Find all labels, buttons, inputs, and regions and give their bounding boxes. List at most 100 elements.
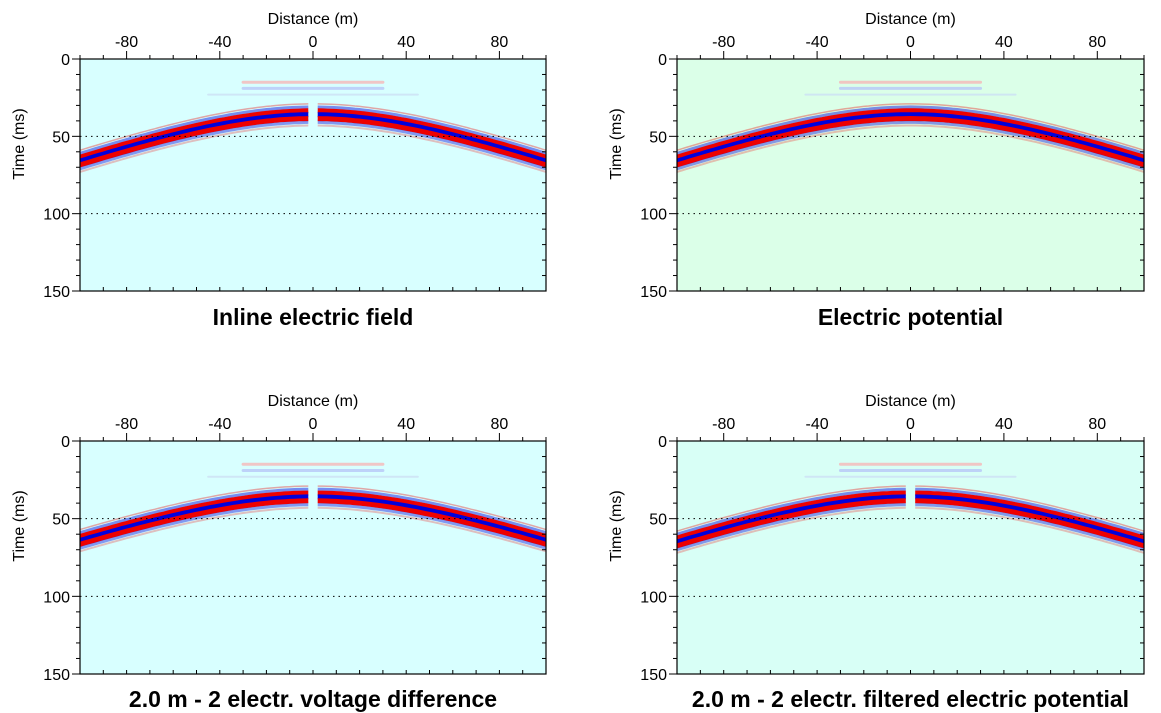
x-tick-label: 80 — [491, 34, 509, 51]
wavelet-band-left-2 — [80, 487, 309, 535]
wavelet-band-right-6 — [317, 503, 546, 550]
wavelet-band-left-6 — [80, 120, 309, 171]
plot-area — [80, 80, 546, 173]
wavelet-band-right-7 — [317, 506, 546, 553]
y-tick-label: 150 — [43, 284, 70, 301]
x-tick-label: 40 — [397, 416, 415, 433]
x-tick-label: -80 — [712, 416, 735, 433]
wavelet-band-left-2 — [80, 105, 309, 155]
y-tick-label: 100 — [43, 207, 70, 224]
x-tick-label: 40 — [995, 416, 1013, 433]
wavelet-band-right-4 — [317, 112, 546, 164]
plot-background — [80, 59, 546, 291]
wavelet-band-4 — [677, 112, 1144, 164]
x-tick-label: -40 — [806, 34, 829, 51]
plot-area — [677, 80, 1144, 173]
y-tick-label: 100 — [640, 207, 667, 224]
panel-2: -80 -40 0 40 80 0 50 100 150 Distance (m) Time (ms… — [608, 11, 1145, 330]
plot-area — [80, 462, 546, 553]
y-tick-label: 150 — [43, 667, 70, 684]
wavelet-band-1 — [677, 103, 1144, 152]
wavelet-band-right-7 — [317, 124, 546, 173]
panel-4: -80 -40 0 40 80 0 50 100 150 Distance (m) Time (ms… — [608, 393, 1145, 712]
wavelet-band-left-1 — [677, 485, 906, 532]
wavelet-band-left-4 — [677, 494, 906, 545]
x-tick-label: 40 — [995, 34, 1013, 51]
wavelet-band-right-2 — [915, 487, 1144, 536]
y-tick-label: 150 — [640, 667, 667, 684]
wavelet-band-left-1 — [80, 485, 309, 531]
plot-background — [677, 441, 1144, 674]
y-tick-label: 0 — [61, 434, 70, 451]
x-tick-label: -80 — [115, 416, 138, 433]
x-tick-label: -40 — [208, 34, 231, 51]
wavelet-band-right-1 — [915, 485, 1144, 532]
plot-background — [80, 441, 546, 674]
wavelet-band-right-3 — [915, 490, 1144, 541]
y-tick-label: 0 — [658, 434, 667, 451]
wavelet-band-left-4 — [80, 494, 309, 543]
wavelet-band-left-5 — [80, 116, 309, 168]
wavelet-band-right-1 — [317, 103, 546, 152]
wavelet-band-right-1 — [317, 485, 546, 531]
y-tick-label: 150 — [640, 284, 667, 301]
wavelet-band-right-5 — [317, 498, 546, 547]
wavelet-band-left-5 — [677, 498, 906, 549]
wavelet-band-left-3 — [677, 490, 906, 541]
x-tick-label: 80 — [1088, 34, 1106, 51]
y-tick-label: 100 — [43, 589, 70, 606]
wavelet-band-left-2 — [677, 487, 906, 536]
wavelet-band-right-3 — [317, 108, 546, 160]
wavelet-band-right-6 — [915, 503, 1144, 552]
x-tick-label: 80 — [1088, 416, 1106, 433]
panel-1: -80 -40 0 40 80 0 50 100 150 Distance (m) Time (ms… — [11, 11, 547, 330]
wavelet-band-left-7 — [677, 506, 906, 554]
x-axis-label: Distance (m) — [268, 393, 359, 410]
panel-title: 2.0 m - 2 electr. voltage difference — [129, 686, 497, 712]
wavelet-band-right-4 — [317, 494, 546, 543]
wavelet-band-left-6 — [80, 503, 309, 550]
y-tick-label: 50 — [52, 512, 70, 529]
wavelet-band-left-4 — [80, 112, 309, 164]
x-tick-label: 0 — [906, 34, 915, 51]
x-tick-label: -80 — [115, 34, 138, 51]
x-tick-label: -80 — [712, 34, 735, 51]
wavelet-band-right-6 — [317, 120, 546, 171]
panel-title: Electric potential — [818, 304, 1003, 330]
panel-title: 2.0 m - 2 electr. filtered electric pote… — [692, 686, 1129, 712]
x-tick-label: 0 — [309, 416, 318, 433]
x-tick-label: 0 — [309, 34, 318, 51]
y-tick-label: 0 — [658, 52, 667, 69]
y-axis-label: Time (ms) — [11, 490, 28, 561]
y-axis-label: Time (ms) — [608, 490, 625, 561]
wavelet-band-3 — [677, 108, 1144, 160]
wavelet-band-right-5 — [317, 116, 546, 168]
y-tick-label: 100 — [640, 589, 667, 606]
x-tick-label: 0 — [906, 416, 915, 433]
wavelet-band-left-1 — [80, 103, 309, 152]
x-tick-label: -40 — [806, 416, 829, 433]
x-axis-label: Distance (m) — [865, 11, 956, 28]
wavelet-band-left-7 — [80, 124, 309, 173]
wavelet-band-2 — [677, 105, 1144, 155]
wavelet-band-6 — [677, 120, 1144, 171]
y-tick-label: 50 — [649, 129, 667, 146]
wavelet-band-left-3 — [80, 108, 309, 160]
plot-background — [677, 59, 1144, 291]
y-axis-label: Time (ms) — [608, 108, 625, 179]
x-tick-label: 40 — [397, 34, 415, 51]
panel-3: -80 -40 0 40 80 0 50 100 150 Distance (m) Time (ms… — [11, 393, 547, 712]
wavelet-band-right-3 — [317, 490, 546, 539]
x-tick-label: 80 — [491, 416, 509, 433]
wavelet-band-left-6 — [677, 503, 906, 552]
wavelet-band-left-7 — [80, 506, 309, 553]
x-tick-label: -40 — [208, 416, 231, 433]
x-axis-label: Distance (m) — [268, 11, 359, 28]
wavelet-band-right-2 — [317, 487, 546, 535]
wavelet-band-right-7 — [915, 506, 1144, 554]
y-tick-label: 0 — [61, 52, 70, 69]
panel-title: Inline electric field — [213, 304, 414, 330]
y-tick-label: 50 — [52, 129, 70, 146]
wavelet-band-left-5 — [80, 498, 309, 547]
